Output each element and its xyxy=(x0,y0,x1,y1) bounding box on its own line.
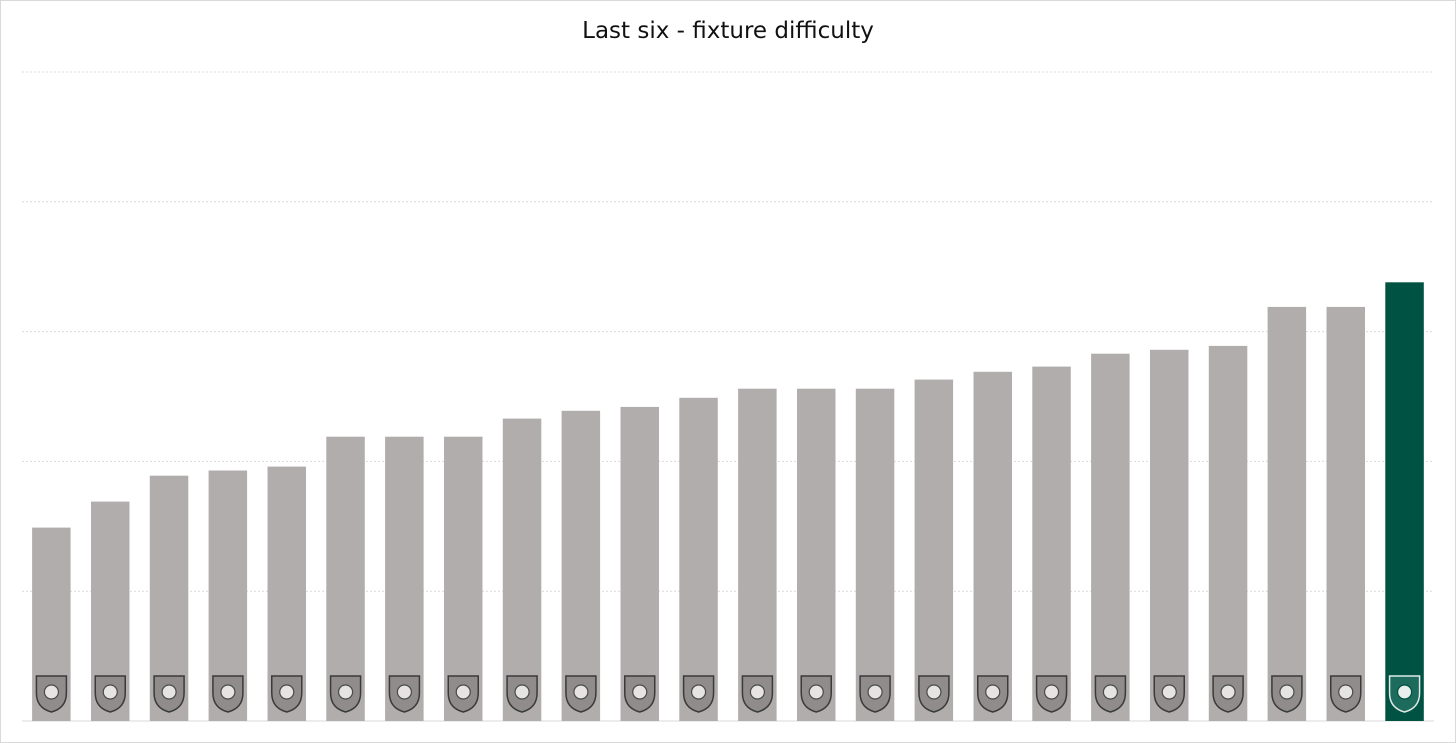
bar xyxy=(1385,282,1424,721)
bar xyxy=(1208,345,1248,721)
club-crest-icon xyxy=(682,675,715,713)
club-crest-icon xyxy=(624,675,656,713)
club-crest-icon xyxy=(859,675,891,713)
club-crest-icon xyxy=(94,675,126,713)
club-crest-icon xyxy=(388,675,421,713)
bar xyxy=(444,436,483,721)
bar xyxy=(914,379,954,721)
club-crest-icon xyxy=(153,675,185,713)
club-crest-icon xyxy=(1094,675,1127,713)
club-crest-icon xyxy=(565,675,597,713)
bar xyxy=(1150,349,1189,721)
club-crest-icon xyxy=(212,675,244,713)
club-crest-icon xyxy=(918,675,950,713)
bar xyxy=(502,418,542,721)
bar xyxy=(738,388,777,721)
club-crest-icon xyxy=(1212,675,1244,713)
club-crest-icon xyxy=(1271,675,1303,713)
club-crest-icon xyxy=(329,675,362,713)
gridlines xyxy=(22,71,1434,722)
club-crest-icon xyxy=(977,675,1009,713)
bar xyxy=(797,388,836,721)
bar xyxy=(385,436,424,721)
bar xyxy=(973,371,1012,721)
bar xyxy=(1032,366,1071,721)
chart-title: Last six - fixture difficulty xyxy=(582,18,874,44)
club-crest-icon xyxy=(35,675,68,713)
club-crest-icon xyxy=(1035,675,1068,713)
bar xyxy=(561,410,601,721)
club-crest-icon xyxy=(447,675,479,713)
bar xyxy=(326,436,365,721)
bar xyxy=(1326,306,1365,721)
bar xyxy=(855,388,895,721)
bars xyxy=(32,282,1424,721)
club-crest-icon xyxy=(800,675,832,713)
bar xyxy=(679,397,718,721)
club-crest-icon xyxy=(506,675,538,713)
bar xyxy=(620,406,659,721)
club-crest-icon xyxy=(1330,675,1362,713)
bar xyxy=(1091,353,1130,721)
club-crest-icon xyxy=(1388,675,1421,713)
club-crest-icon xyxy=(1153,675,1185,713)
bar xyxy=(1267,306,1307,721)
club-crest-icon xyxy=(741,675,774,713)
club-crest-icon xyxy=(271,675,303,713)
